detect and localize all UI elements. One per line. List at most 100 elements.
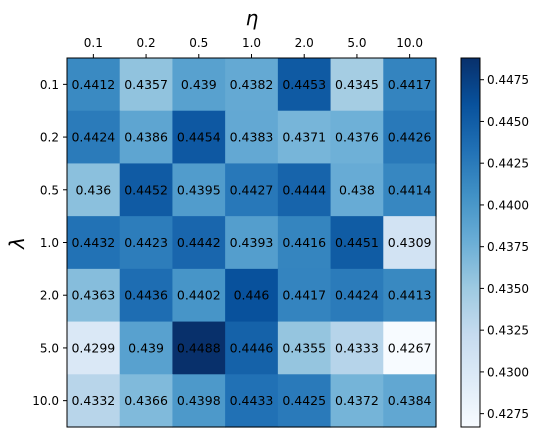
heatmap-value-label: 0.4454: [177, 130, 221, 145]
heatmap-value-label: 0.4412: [71, 77, 115, 92]
heatmap-value-label: 0.4427: [230, 182, 274, 197]
heatmap-value-label: 0.4432: [71, 235, 115, 250]
heatmap-cell: [225, 58, 279, 112]
heatmap-cell: [67, 321, 121, 375]
heatmap-value-label: 0.4488: [177, 340, 221, 355]
heatmap-cell: [225, 374, 279, 428]
y-tick-label: 0.1: [40, 78, 59, 92]
colorbar-tick-label: 0.4350: [487, 282, 529, 296]
y-tick-label: 10.0: [32, 394, 59, 408]
heatmap-cell: [172, 374, 226, 428]
heatmap-cell: [225, 163, 279, 217]
heatmap-cell: [277, 321, 332, 375]
heatmap-value-label: 0.4402: [177, 288, 221, 303]
heatmap-cell: [172, 321, 226, 375]
heatmap-value-label: 0.4363: [71, 288, 115, 303]
heatmap-cell: [383, 321, 437, 375]
heatmap-value-label: 0.4393: [230, 235, 274, 250]
heatmap-cell: [67, 58, 121, 112]
heatmap-cell: [225, 110, 279, 165]
heatmap-cell: [330, 374, 384, 428]
heatmap-value-label: 0.4395: [177, 182, 221, 197]
heatmap-cell: [277, 268, 332, 323]
colorbar-gradient: [460, 57, 481, 428]
heatmap-cell: [172, 163, 226, 217]
heatmap-cell: [172, 110, 226, 165]
y-tick-label: 0.2: [40, 131, 59, 145]
y-tick-label: 2.0: [40, 289, 59, 303]
colorbar-tick-label: 0.4275: [487, 407, 529, 421]
heatmap-value-label: 0.4333: [335, 340, 379, 355]
heatmap-cell: [277, 58, 332, 112]
heatmap-cell: [172, 58, 226, 112]
heatmap-value-label: 0.439: [128, 340, 164, 355]
heatmap-value-label: 0.4451: [335, 235, 379, 250]
heatmap-cell: [225, 216, 279, 270]
heatmap-value-label: 0.4371: [282, 130, 326, 145]
heatmap-value-label: 0.4425: [282, 393, 326, 408]
heatmap-cell: [225, 321, 279, 375]
x-tick-label: 2.0: [295, 36, 314, 50]
colorbar-tick-label: 0.4475: [487, 73, 529, 87]
colorbar-tick-label: 0.4400: [487, 198, 529, 212]
heatmap-value-labels: 0.4412 0.4357 0.439 0.4382 0.4453 0.4345 0.441…: [71, 77, 431, 408]
heatmap-value-label: 0.4424: [71, 130, 115, 145]
heatmap-value-label: 0.4423: [124, 235, 168, 250]
heatmap-cell: [383, 110, 437, 165]
heatmap-cell: [383, 374, 437, 428]
heatmap-cell: [225, 268, 279, 323]
heatmap-cell: [277, 110, 332, 165]
y-tick-label: 1.0: [40, 236, 59, 250]
heatmap-value-label: 0.4413: [388, 288, 432, 303]
heatmap-cell: [119, 163, 174, 217]
heatmap-cell: [330, 58, 384, 112]
x-tick-label: 0.5: [189, 36, 208, 50]
x-axis-title: η: [246, 6, 259, 30]
colorbar-tick-label: 0.4425: [487, 157, 529, 171]
heatmap-value-label: 0.4444: [282, 182, 326, 197]
heatmap-value-label: 0.4309: [388, 235, 432, 250]
heatmap-value-label: 0.439: [181, 77, 217, 92]
y-tick-label: 5.0: [40, 341, 59, 355]
heatmap-cell: [277, 216, 332, 270]
heatmap-value-label: 0.4436: [124, 288, 168, 303]
heatmap-value-label: 0.4372: [335, 393, 379, 408]
colorbar-tick-label: 0.4375: [487, 240, 529, 254]
heatmap-value-label: 0.4386: [124, 130, 168, 145]
heatmap-cell: [383, 268, 437, 323]
heatmap-cells: [67, 58, 437, 428]
heatmap-value-label: 0.4417: [282, 288, 326, 303]
x-tick-label: 5.0: [347, 36, 366, 50]
heatmap-value-label: 0.4376: [335, 130, 379, 145]
heatmap-value-label: 0.436: [75, 182, 111, 197]
colorbar: 0.4275 0.4300 0.4325 0.4350 0.4375 0.4400 0.44…: [460, 57, 529, 428]
colorbar-tick-label: 0.4450: [487, 115, 529, 129]
heatmap-cell: [383, 58, 437, 112]
heatmap-value-label: 0.4355: [282, 340, 326, 355]
x-tick-label: 0.1: [84, 36, 103, 50]
heatmap-value-label: 0.4357: [124, 77, 168, 92]
heatmap-cell: [277, 374, 332, 428]
heatmap-value-label: 0.4424: [335, 288, 379, 303]
heatmap-value-label: 0.4433: [230, 393, 274, 408]
heatmap-cell: [67, 110, 121, 165]
heatmap-cell: [67, 268, 121, 323]
heatmap-value-label: 0.4414: [388, 182, 432, 197]
colorbar-tick-label: 0.4300: [487, 365, 529, 379]
heatmap-cell: [119, 268, 174, 323]
heatmap-value-label: 0.4452: [124, 182, 168, 197]
heatmap-cell: [330, 110, 384, 165]
heatmap-value-label: 0.4345: [335, 77, 379, 92]
heatmap-cell: [330, 216, 384, 270]
heatmap-cell: [67, 163, 121, 217]
heatmap-cell: [330, 321, 384, 375]
heatmap-cell: [383, 163, 437, 217]
heatmap-cell: [67, 216, 121, 270]
heatmap-value-label: 0.4426: [388, 130, 432, 145]
heatmap-value-label: 0.4446: [230, 340, 274, 355]
heatmap-value-label: 0.4382: [230, 77, 274, 92]
x-tick-label: 0.2: [137, 36, 156, 50]
heatmap-value-label: 0.4267: [388, 340, 432, 355]
heatmap-value-label: 0.4398: [177, 393, 221, 408]
